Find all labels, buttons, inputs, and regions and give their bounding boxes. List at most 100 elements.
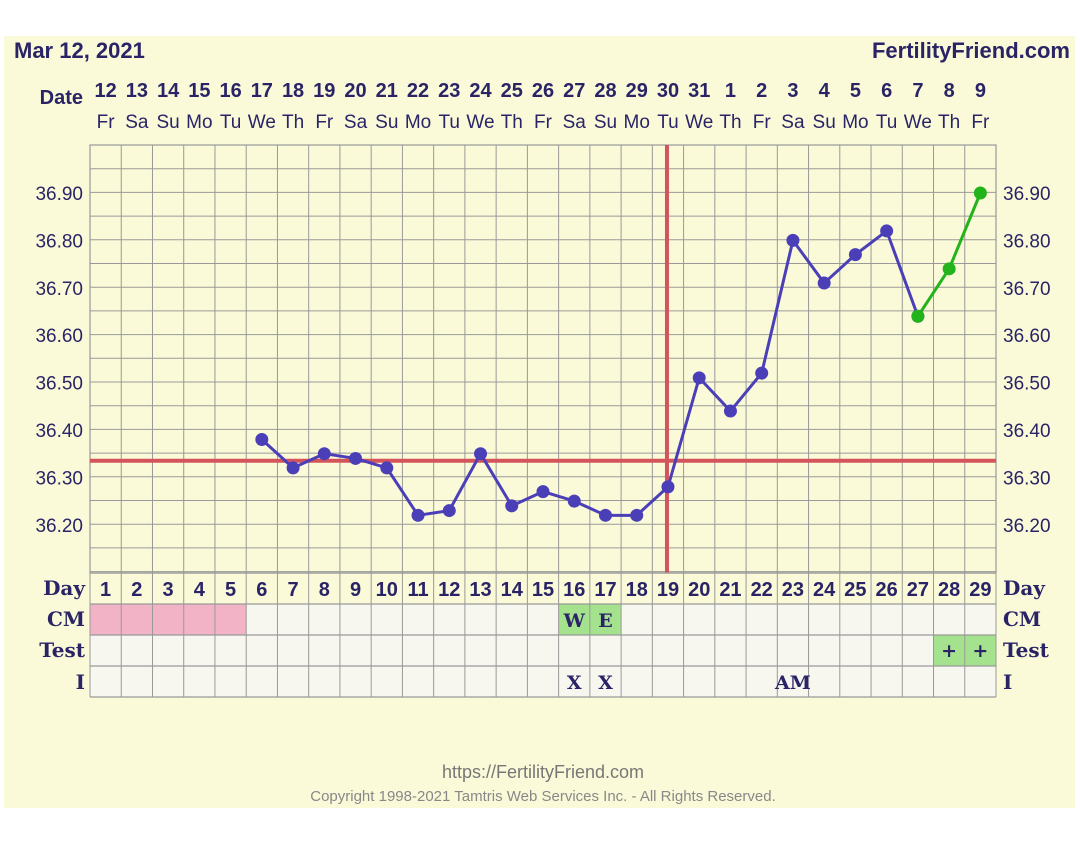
cycle-day-label: 22 [751,579,773,601]
date-label: 24 [469,80,492,102]
weekday-label: Tu [439,112,460,133]
date-label: 22 [407,80,429,102]
date-label: 13 [126,80,148,102]
temperature-point [848,248,862,262]
date-label: 19 [313,80,335,102]
series-line [260,229,920,517]
temperature-point [911,309,925,323]
y-tick-label-left: 36.90 [35,184,83,205]
temperature-series [255,186,987,522]
cm-row-label-left: CM [47,607,85,631]
weekday-label: Tu [876,112,897,133]
cycle-day-label: 21 [719,579,741,601]
weekday-label: Fr [971,112,990,133]
weekday-label: Fr [534,112,553,133]
date-label: 7 [912,80,923,102]
cycle-day-label: 12 [438,579,460,601]
weekday-label: Fr [315,112,334,133]
test-row-label-right: Test [1003,638,1050,662]
date-label: 4 [819,80,831,102]
i-row-label-right: I [1003,670,1012,694]
temperature-point [817,276,831,290]
y-tick-label-left: 36.40 [35,421,83,442]
cycle-day-label: 20 [688,579,710,601]
cycle-day-label: 13 [469,579,491,601]
date-label: 12 [94,80,116,102]
weekday-label: Sa [781,112,805,133]
i-row-label-left: I [76,670,85,694]
date-label: 30 [657,80,679,102]
y-tick-label-right: 36.70 [1003,279,1051,300]
y-tick-label-left: 36.30 [35,468,83,489]
y-tick-label-left: 36.80 [35,231,83,252]
weekday-label: Sa [563,112,587,133]
date-label: 14 [157,80,180,102]
date-label: 1 [725,80,736,102]
temperature-point [505,499,519,513]
weekday-label: Th [282,112,304,133]
weekday-label: Mo [405,112,431,133]
day-row-label-left: Day [43,576,86,600]
menstruation-cell [90,604,122,635]
y-tick-label-right: 36.90 [1003,184,1051,205]
menstruation-cell [214,604,247,635]
cycle-day-label: 9 [350,579,361,601]
cycle-day-label: 29 [969,579,991,601]
cycle-day-label: 19 [657,579,679,601]
temperature-point [349,451,363,465]
cycle-day-label: 28 [938,579,960,601]
weekday-label: Th [501,112,523,133]
temperature-point [411,508,425,522]
header-columns: 12Fr13Sa14Su15Mo16Tu17We18Th19Fr20Sa21Su… [94,80,990,133]
temperature-point [536,485,550,499]
date-label: 29 [626,80,648,102]
temperature-point [630,508,644,522]
cycle-day-label: 6 [256,579,267,601]
intercourse-label: X [567,672,582,694]
weekday-label: Su [156,112,179,133]
weekday-label: Fr [97,112,116,133]
cycle-day-label: 7 [288,579,299,601]
date-label: 8 [944,80,955,102]
temperature-point [598,508,612,522]
y-tick-label-right: 36.80 [1003,231,1051,252]
weekday-label: Mo [842,112,868,133]
y-tick-label-right: 36.60 [1003,326,1051,347]
date-label: 25 [501,80,523,102]
temperature-point [661,480,675,494]
y-tick-label-right: 36.30 [1003,468,1051,489]
temperature-point [286,461,300,475]
menstruation-cell [121,604,153,635]
cm-cell [589,604,622,635]
test-label: + [972,640,988,662]
y-tick-label-left: 36.60 [35,326,83,347]
temperature-point [755,366,769,380]
date-label: 23 [438,80,460,102]
test-label: + [941,640,957,662]
cycle-day-label: 24 [813,579,836,601]
weekday-label: Mo [186,112,212,133]
footer-url[interactable]: https://FertilityFriend.com [442,762,644,782]
cycle-day-label: 15 [532,579,554,601]
header-site: FertilityFriend.com [872,38,1070,63]
temperature-point [880,224,894,238]
temperature-point [474,447,488,461]
intercourse-label: AM [774,672,811,694]
cycle-day-label: 16 [563,579,585,601]
y-tick-label-right: 36.50 [1003,374,1051,395]
y-tick-label-left: 36.70 [35,279,83,300]
temperature-point [723,404,737,418]
cm-label: W [563,610,586,632]
y-axis-ticks: 36.90 36.90 36.80 36.80 36.70 36.70 36.60 36.60… [35,184,1050,537]
cycle-day-label: 1 [100,579,111,601]
date-label: 9 [975,80,986,102]
y-tick-label-right: 36.40 [1003,421,1051,442]
weekday-label: Th [938,112,960,133]
weekday-label: We [904,112,932,133]
y-tick-label-left: 36.50 [35,374,83,395]
cm-label: E [598,610,612,632]
weekday-label: Th [719,112,741,133]
date-label: 18 [282,80,304,102]
date-label: 28 [594,80,616,102]
date-label: 16 [219,80,241,102]
